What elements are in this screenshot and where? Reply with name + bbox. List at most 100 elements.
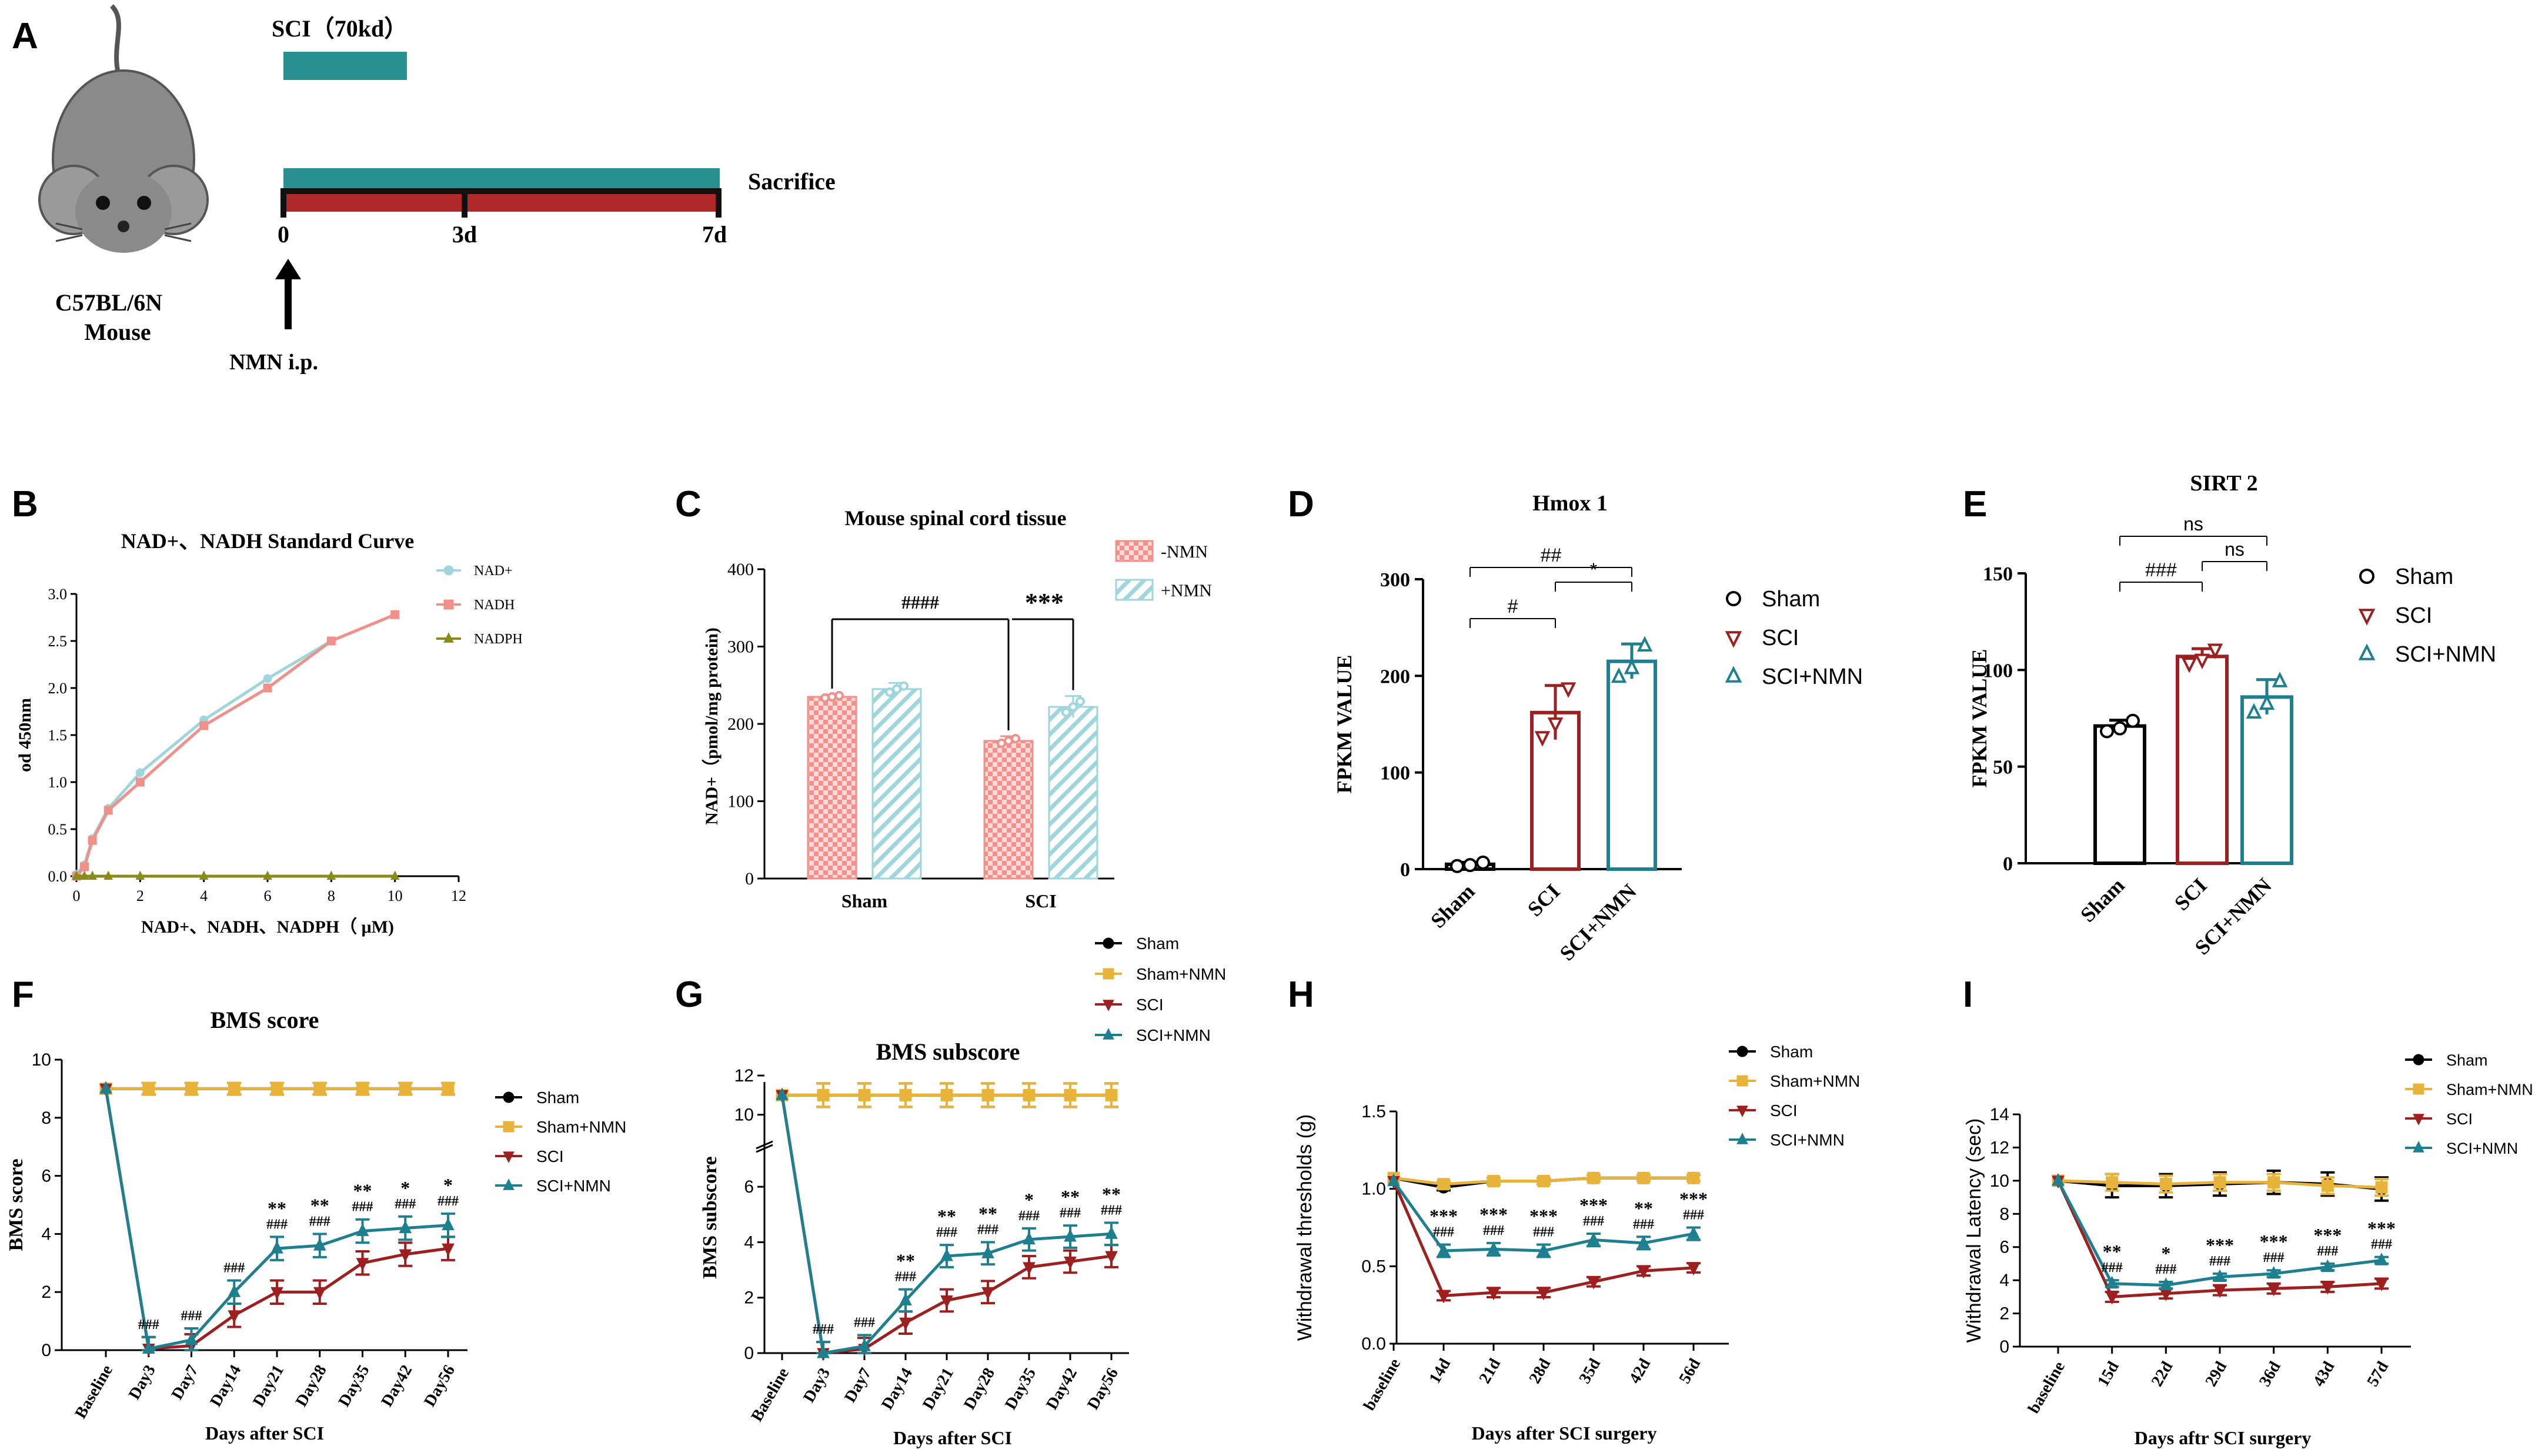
chart-ytick-label: 2	[744, 1288, 754, 1308]
chart-xtick-label: 14d	[1425, 1355, 1454, 1387]
chart-sig-star: **	[896, 1250, 915, 1271]
chart-point	[2259, 694, 2275, 710]
chart-point	[2213, 1285, 2226, 1298]
chart-ytick-label: 300	[1380, 569, 1410, 591]
chart-b-point	[390, 610, 400, 619]
chart-point	[2052, 1173, 2065, 1186]
chart-b-point	[103, 806, 113, 815]
chart-b-xtick-label: 10	[388, 887, 403, 904]
chart-e-title: SIRT 2	[2190, 471, 2257, 496]
chart-c-ytick-label: 200	[727, 714, 754, 734]
panel-f-letter: F	[12, 974, 34, 1015]
chart-xtick-label: 15d	[2094, 1358, 2123, 1390]
chart-point	[2159, 1277, 2173, 1291]
chart-point	[1437, 1243, 1450, 1256]
chart-b-legend-marker	[443, 565, 454, 576]
chart-sig-star: *	[400, 1177, 410, 1198]
chart-xtick-label: Day3	[125, 1362, 159, 1402]
chart-ytick-label: 0.5	[1361, 1257, 1386, 1276]
chart-axis-break-mark	[756, 1140, 773, 1150]
chart-sig-star: **	[1634, 1197, 1653, 1218]
chart-ytick-label: 4	[744, 1233, 754, 1252]
chart-xtick-label: 36d	[2256, 1358, 2285, 1390]
chart-category-label: SCI	[1523, 879, 1565, 921]
chart-sig-hash: ###	[1060, 1205, 1081, 1221]
chart-b-point	[263, 683, 272, 693]
chart-sig-star: **	[937, 1205, 956, 1227]
chart-point	[2181, 657, 2197, 673]
chart-legend-label: SCI	[2395, 603, 2432, 628]
chart-point	[2321, 1259, 2334, 1273]
chart-e: SIRT 2 0 50 100 150 FPKM VALUE Sham Sham SCI SCI S…	[1968, 471, 2496, 959]
chart-b-xtick-label: 0	[73, 887, 81, 904]
chart-sig-hash: ###	[309, 1214, 330, 1229]
chart-c-ylabel: NAD+（pmol/mg protein)	[702, 627, 722, 825]
chart-sig-hash: ###	[895, 1270, 916, 1285]
chart-legend-label: SCI	[1770, 1101, 1798, 1120]
panel-a-letter: A	[12, 16, 38, 56]
chart-xtick-label: 56d	[1675, 1355, 1704, 1387]
chart-sig-hash: ###	[1101, 1203, 1122, 1218]
chart-sig-star: *	[443, 1174, 453, 1195]
chart-legend-marker	[1103, 937, 1114, 949]
chart-legend-label: Sham	[1136, 934, 1179, 953]
chart-sig-star: *	[2161, 1243, 2170, 1264]
chart-b-legend-label: NAD+	[474, 563, 513, 579]
mouse-strain-label: C57BL/6N	[55, 289, 162, 316]
chart-point	[442, 1217, 455, 1231]
chart-point	[1450, 859, 1464, 873]
chart-b-legend-label: NADH	[474, 597, 515, 613]
chart-b-legend-marker	[443, 599, 454, 610]
chart-ytick-label: 0	[41, 1341, 51, 1360]
panel-e-letter: E	[1963, 484, 1987, 525]
chart-point	[1537, 1243, 1550, 1256]
chart-c-sig-label: ####	[901, 592, 939, 613]
chart-legend-marker	[1736, 1075, 1748, 1087]
chart-sig-hash: ###	[1683, 1208, 1704, 1223]
chart-c-bar	[871, 688, 922, 880]
chart-point	[2106, 1176, 2119, 1189]
chart-xtick-label: Day28	[292, 1362, 330, 1410]
chart-b-xlabel: NAD+、NADH、NADPH（ μM)	[141, 917, 394, 937]
chart-point	[817, 1345, 830, 1358]
chart-point	[399, 1220, 412, 1234]
chart-b-point	[199, 870, 209, 880]
chart-b-xtick-label: 2	[136, 887, 144, 904]
chart-xtick-label: Day56	[420, 1362, 459, 1410]
chart-sig-hash: ###	[2371, 1237, 2392, 1253]
chart-sig-star: ***	[1430, 1205, 1458, 1226]
chart-xtick-label: baseline	[2025, 1358, 2069, 1417]
chart-b-title: NAD+、NADH Standard Curve	[121, 529, 415, 553]
chart-ytick-label: 8	[41, 1108, 51, 1128]
chart-point	[1487, 1287, 1500, 1301]
chart-b-point	[263, 674, 272, 683]
chart-point	[1637, 1171, 1650, 1184]
chart-b-point	[135, 777, 145, 787]
chart-point	[2100, 724, 2114, 739]
chart-point	[1105, 1251, 1118, 1264]
chart-ylabel: Withdrawal Latency (sec)	[1963, 1118, 1985, 1343]
chart-sig-hash: ###	[223, 1260, 245, 1275]
chart-sig-label: ###	[2145, 559, 2177, 580]
chart-bar	[1607, 659, 1657, 871]
chart-point	[1023, 1262, 1036, 1275]
chart-legend-label: Sham+NMN	[536, 1118, 626, 1136]
chart-xtick-label: Day7	[841, 1365, 875, 1405]
chart-sig-hash: ###	[2263, 1250, 2285, 1265]
chart-xtick-label: 22d	[2148, 1358, 2177, 1390]
chart-ytick-label: 10	[734, 1106, 754, 1125]
panel-b-letter: B	[12, 484, 38, 525]
chart-sig-hash: ###	[1633, 1217, 1654, 1232]
chart-point	[2272, 672, 2288, 687]
chart-point	[2113, 721, 2127, 736]
chart-c-point	[899, 681, 909, 691]
chart-sig-star: ***	[1529, 1205, 1558, 1226]
chart-point	[1687, 1225, 1700, 1239]
chart-point	[2321, 1281, 2334, 1295]
chart-sig-hash: ###	[977, 1222, 998, 1237]
chart-point	[2213, 1269, 2226, 1282]
tick-0	[280, 188, 286, 218]
charts-layer: NAD+、NADH Standard Curve 0.0 0.5 1.0 1.5 2.0 2…	[5, 471, 2533, 1448]
chart-sig-hash: ###	[2317, 1244, 2338, 1259]
